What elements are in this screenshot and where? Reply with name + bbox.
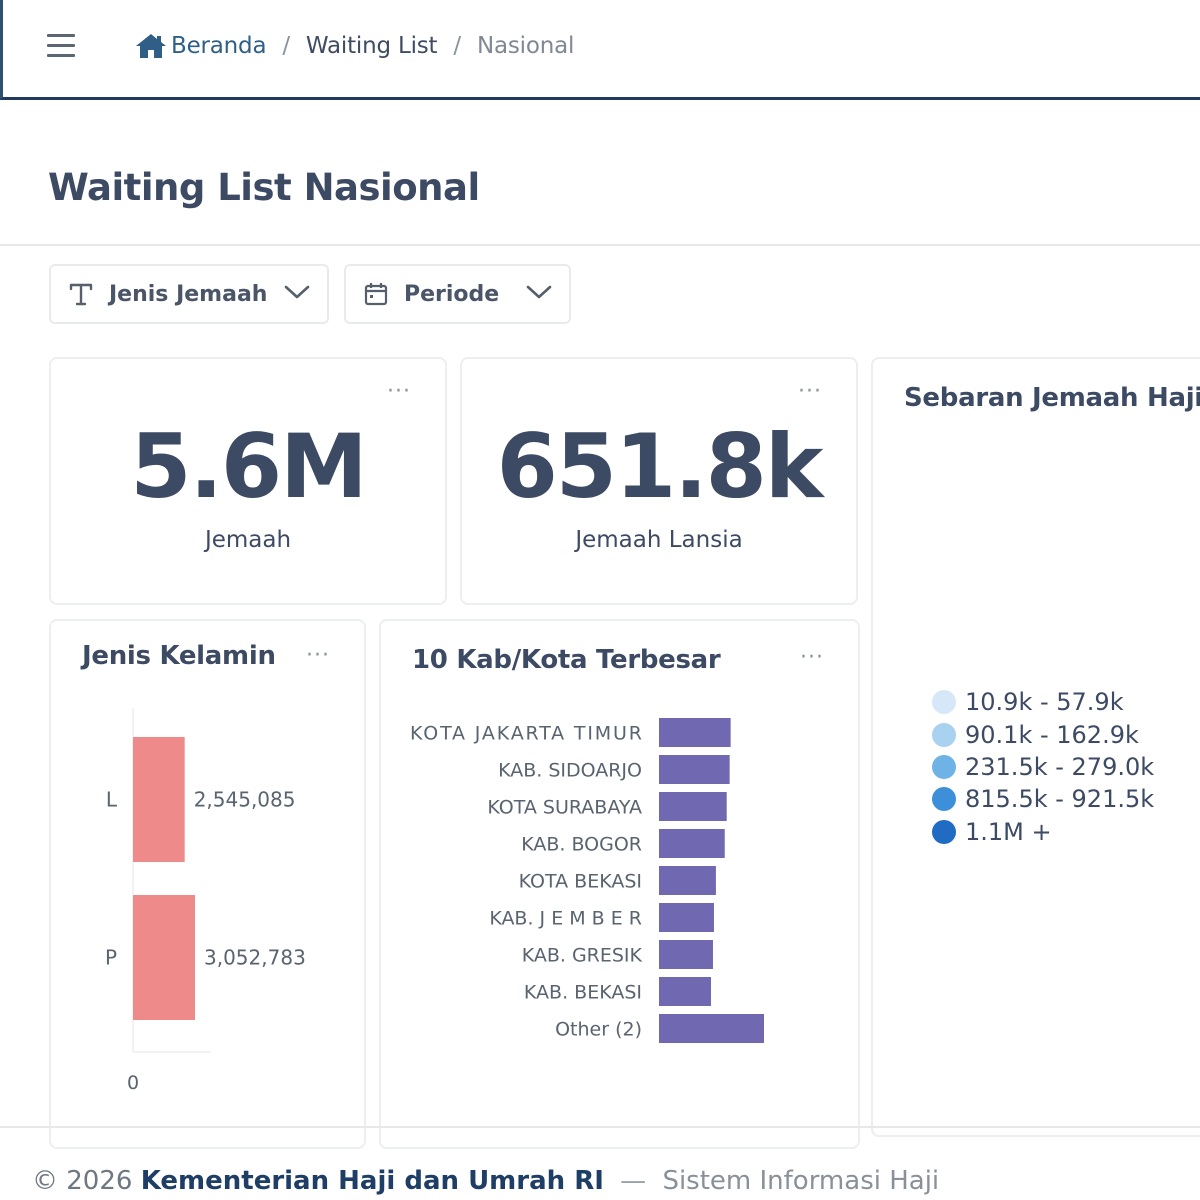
bar xyxy=(659,977,712,1006)
legend-label: 10.9k - 57.9k xyxy=(965,688,1124,717)
category-label: Other (2) xyxy=(555,1019,642,1041)
footer-system-name: Sistem Informasi Haji xyxy=(662,1166,940,1196)
category-label: KAB. BOGOR xyxy=(521,834,642,856)
kpi-lansia-caption: Jemaah Lansia xyxy=(575,527,743,553)
calendar-icon xyxy=(362,281,390,307)
legend-item: 10.9k - 57.9k xyxy=(932,686,1154,718)
periode-filter[interactable]: Periode xyxy=(344,264,571,324)
category-label: KAB. J E M B E R xyxy=(489,908,642,930)
bar xyxy=(659,792,727,821)
legend-item: 90.1k - 162.9k xyxy=(932,718,1154,750)
legend-label: 90.1k - 162.9k xyxy=(965,720,1139,749)
legend-label: 1.1M + xyxy=(965,817,1052,846)
gender-chart-card: Jenis Kelamin ··· xyxy=(49,619,366,1149)
footer-divider xyxy=(0,1126,1200,1128)
bar xyxy=(659,866,716,895)
legend-item: 815.5k - 921.5k xyxy=(932,783,1154,815)
more-options-icon[interactable]: ··· xyxy=(800,645,824,670)
legend-dot xyxy=(932,787,956,812)
kpi-lansia-value: 651.8k xyxy=(496,415,824,518)
chevron-down-icon xyxy=(283,284,311,304)
chevron-down-icon xyxy=(525,284,553,304)
top-cities-chart-card: 10 Kab/Kota Terbesar ··· xyxy=(379,619,860,1149)
map-card: Sebaran Jemaah Haji p xyxy=(871,357,1200,1137)
more-options-icon[interactable]: ··· xyxy=(798,379,822,404)
text-type-icon xyxy=(67,281,95,307)
breadcrumb-separator: / xyxy=(282,33,290,59)
home-icon xyxy=(136,34,166,58)
top-cities-chart-title: 10 Kab/Kota Terbesar xyxy=(412,645,721,675)
kpi-card-lansia: ··· 651.8k Jemaah Lansia xyxy=(460,357,858,605)
gender-bar-chart: L 2,545,085 P 3,052,783 0 xyxy=(105,708,306,1094)
legend-dot xyxy=(932,690,956,715)
kpi-total-value: 5.6M xyxy=(130,415,367,518)
footer-dash: — xyxy=(620,1166,647,1196)
breadcrumb-waiting-list-link[interactable]: Waiting List xyxy=(305,33,438,59)
legend-dot xyxy=(932,819,956,844)
data-label: 2,545,085 xyxy=(194,788,296,812)
bar xyxy=(133,895,195,1020)
category-label: KAB. GRESIK xyxy=(522,945,643,967)
page-title: Waiting List Nasional xyxy=(48,166,480,209)
periode-filter-label: Periode xyxy=(404,281,500,307)
jenis-jemaah-filter-label: Jenis Jemaah xyxy=(109,281,268,307)
legend-dot xyxy=(932,722,956,747)
footer: © 2026 Kementerian Haji dan Umrah RI — S… xyxy=(32,1166,939,1196)
legend-item: 1.1M + xyxy=(932,816,1154,848)
category-label: KOTA BEKASI xyxy=(519,871,642,893)
data-label: 3,052,783 xyxy=(204,946,306,970)
more-options-icon[interactable]: ··· xyxy=(387,379,411,404)
breadcrumb-home-link[interactable]: Beranda xyxy=(135,33,267,59)
menu-icon[interactable] xyxy=(47,34,77,60)
bar xyxy=(659,903,714,932)
bar xyxy=(659,940,713,969)
footer-org-link[interactable]: Kementerian Haji dan Umrah RI xyxy=(140,1166,604,1196)
footer-copyright: © 2026 xyxy=(32,1166,133,1196)
category-label: L xyxy=(106,788,118,812)
map-legend: 10.9k - 57.9k 90.1k - 162.9k 231.5k - 27… xyxy=(932,686,1154,848)
bar xyxy=(659,755,730,784)
bar xyxy=(659,829,725,858)
kpi-total-caption: Jemaah xyxy=(204,527,292,553)
legend-item: 231.5k - 279.0k xyxy=(932,751,1154,783)
breadcrumb-current: Nasional xyxy=(476,33,575,59)
category-label: P xyxy=(105,946,117,970)
legend-dot xyxy=(932,754,956,779)
bar xyxy=(659,718,731,747)
gender-chart-title: Jenis Kelamin xyxy=(82,641,276,671)
tick-label: 0 xyxy=(127,1072,139,1094)
top-bar: Beranda / Waiting List / Nasional xyxy=(0,0,1200,100)
kpi-card-total: ··· 5.6M Jemaah xyxy=(49,357,447,605)
map-card-title: Sebaran Jemaah Haji p xyxy=(904,383,1200,413)
legend-label: 815.5k - 921.5k xyxy=(965,785,1155,814)
more-options-icon[interactable]: ··· xyxy=(306,643,330,668)
breadcrumb: Beranda / Waiting List / Nasional xyxy=(135,30,574,62)
breadcrumb-home-label: Beranda xyxy=(171,33,267,59)
title-divider xyxy=(0,244,1200,246)
bar xyxy=(659,1014,764,1043)
jenis-jemaah-filter[interactable]: Jenis Jemaah xyxy=(49,264,329,324)
category-label: KAB. BEKASI xyxy=(524,982,642,1004)
breadcrumb-separator: / xyxy=(453,33,461,59)
top-cities-bar-chart: KOTA JAKARTA TIMUR KAB. SIDOARJO KOTA SURA… xyxy=(410,718,764,1043)
category-label: KOTA SURABAYA xyxy=(487,797,642,819)
category-label: KAB. SIDOARJO xyxy=(498,760,642,782)
legend-label: 231.5k - 279.0k xyxy=(965,752,1155,781)
category-label: KOTA JAKARTA TIMUR xyxy=(410,723,642,745)
bar xyxy=(133,737,185,862)
